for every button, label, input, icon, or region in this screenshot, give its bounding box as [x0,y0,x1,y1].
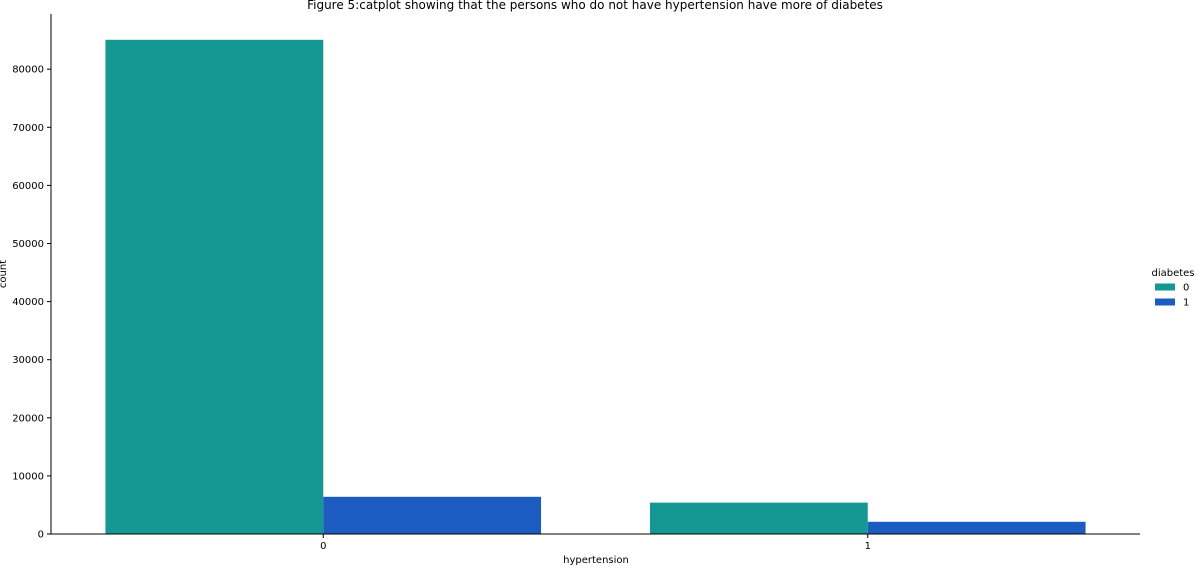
y-axis-label: count [0,260,9,288]
y-tick-label: 50000 [12,239,44,250]
y-axis-ticks: 0 10000 20000 30000 40000 50000 60000 70000 8000… [12,65,51,541]
legend-label: 0 [1183,283,1189,294]
y-tick-label: 30000 [12,355,44,366]
y-tick-label: 80000 [12,65,44,76]
chart-title: Figure 5:catplot showing that the person… [307,0,883,12]
y-tick-label: 70000 [12,123,44,134]
x-tick-label: 0 [320,541,326,552]
bar-hypertension-0-diabetes-1 [323,496,542,534]
legend: diabetes 01 [1151,268,1194,309]
y-tick-label: 40000 [12,297,44,308]
bar-hypertension-0-diabetes-0 [105,39,324,535]
y-tick-label: 10000 [12,471,44,482]
y-tick-label: 60000 [12,181,44,192]
x-tick-label: 1 [865,541,871,552]
legend-title: diabetes [1151,268,1194,279]
legend-items: 01 [1155,283,1189,309]
legend-label: 1 [1183,298,1189,309]
y-tick-label: 20000 [12,413,44,424]
bar-hypertension-1-diabetes-1 [867,521,1086,534]
bar-hypertension-1-diabetes-0 [649,502,868,534]
y-tick-label: 0 [38,530,44,541]
x-axis-label: hypertension [563,555,629,566]
legend-swatch-0 [1155,283,1175,291]
legend-swatch-1 [1155,298,1175,306]
bars [105,39,1086,535]
